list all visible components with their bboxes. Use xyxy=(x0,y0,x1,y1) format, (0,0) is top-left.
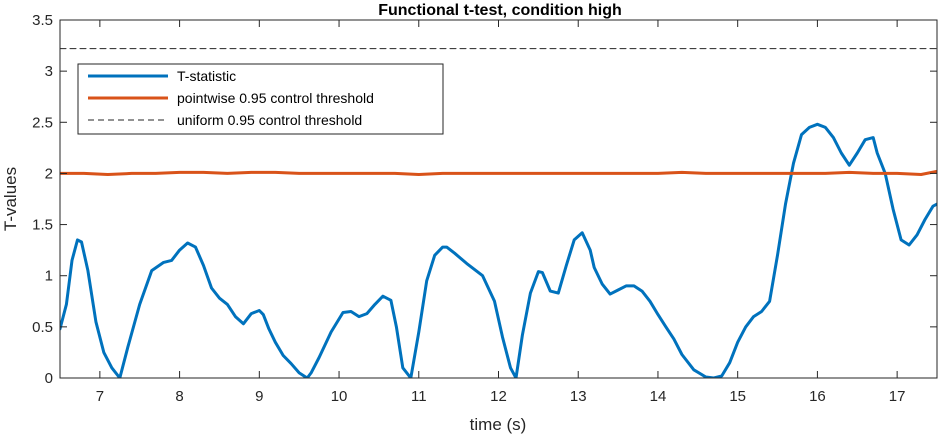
series-line-2 xyxy=(60,169,937,176)
y-tick-label: 2 xyxy=(45,165,53,182)
series-layer xyxy=(60,48,937,378)
x-tick-label: 15 xyxy=(729,388,746,405)
y-tick-label: 3.5 xyxy=(32,12,53,29)
y-axis-title: T-values xyxy=(1,167,20,231)
y-tick-label: 2.5 xyxy=(32,114,53,131)
y-tick-label: 1 xyxy=(45,268,53,285)
x-tick-label: 10 xyxy=(331,388,348,405)
y-tick-label: 0 xyxy=(45,370,53,387)
legend-label-1: T-statistic xyxy=(177,68,236,84)
y-tick-label: 1.5 xyxy=(32,217,53,234)
x-tick-label: 7 xyxy=(96,388,104,405)
y-tick-label: 0.5 xyxy=(32,319,53,336)
legend-label-2: pointwise 0.95 control threshold xyxy=(177,90,374,106)
x-tick-label: 16 xyxy=(809,388,826,405)
series-line-1 xyxy=(60,122,937,378)
x-tick-label: 14 xyxy=(650,388,667,405)
y-axis: 0 0.5 1 1.5 2 2.5 3 3.5 xyxy=(32,12,937,387)
legend-label-3: uniform 0.95 control threshold xyxy=(177,112,362,128)
x-tick-label: 17 xyxy=(889,388,906,405)
x-tick-label: 8 xyxy=(175,388,183,405)
x-tick-label: 9 xyxy=(255,388,263,405)
chart-title: Functional t-test, condition high xyxy=(378,2,622,19)
legend: T-statistic pointwise 0.95 control thresh… xyxy=(77,63,444,135)
x-tick-label: 12 xyxy=(490,388,507,405)
y-tick-label: 3 xyxy=(45,63,53,80)
x-axis: 7 8 9 10 11 12 13 14 15 16 17 xyxy=(96,20,906,405)
x-axis-title: time (s) xyxy=(470,415,527,434)
x-tick-label: 13 xyxy=(570,388,587,405)
x-tick-label: 11 xyxy=(411,388,427,405)
